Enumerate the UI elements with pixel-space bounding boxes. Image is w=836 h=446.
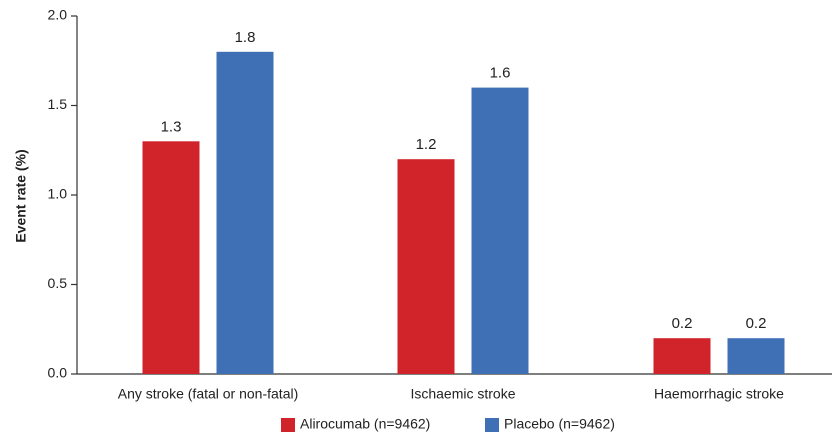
- bar-alirocumab: [142, 141, 200, 374]
- bar-placebo: [471, 87, 529, 374]
- bars: [142, 51, 785, 375]
- data-label: 1.3: [161, 118, 182, 135]
- legend: Alirocumab (n=9462) Placebo (n=9462): [281, 416, 615, 432]
- legend-label: Placebo (n=9462): [504, 416, 615, 432]
- data-label: 0.2: [672, 315, 693, 332]
- bar-alirocumab: [397, 159, 455, 374]
- data-label: 1.8: [235, 29, 256, 46]
- data-label: 1.6: [490, 65, 511, 82]
- y-tick-label: 2.0: [48, 7, 68, 23]
- bar-placebo: [727, 338, 785, 374]
- data-labels: 1.3 1.8 1.2 1.6 0.2 0.2: [161, 29, 767, 332]
- legend-label: Alirocumab (n=9462): [300, 416, 430, 432]
- data-label: 1.2: [416, 136, 437, 153]
- legend-swatch: [281, 418, 295, 432]
- data-label: 0.2: [746, 315, 767, 332]
- x-tick-label: Ischaemic stroke: [410, 386, 515, 402]
- y-tick-label: 0.0: [48, 365, 68, 381]
- x-tick-label: Any stroke (fatal or non-fatal): [118, 386, 299, 402]
- y-axis: 0.0 0.5 1.0 1.5 2.0: [48, 7, 78, 381]
- y-tick-label: 0.5: [48, 275, 68, 291]
- x-axis: Any stroke (fatal or non-fatal) Ischaemic…: [77, 373, 832, 402]
- y-axis-title: Event rate (%): [13, 149, 29, 242]
- bar-placebo: [216, 51, 274, 375]
- x-tick-label: Haemorrhagic stroke: [654, 386, 784, 402]
- y-tick-label: 1.5: [48, 96, 68, 112]
- y-tick-label: 1.0: [48, 186, 68, 202]
- legend-swatch: [485, 418, 499, 432]
- bar-alirocumab: [653, 338, 711, 374]
